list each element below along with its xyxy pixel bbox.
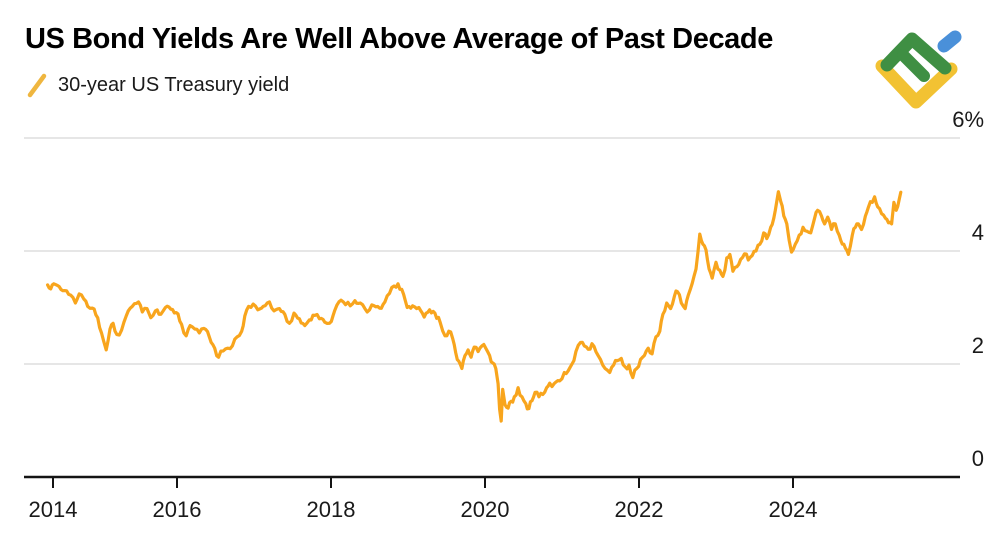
svg-text:6%: 6% bbox=[952, 107, 984, 132]
legend-line-icon bbox=[27, 73, 47, 98]
legend-label: 30-year US Treasury yield bbox=[58, 74, 290, 96]
svg-text:2018: 2018 bbox=[307, 497, 356, 522]
legend: 30-year US Treasury yield bbox=[26, 72, 289, 99]
svg-text:2014: 2014 bbox=[29, 497, 78, 522]
svg-text:0: 0 bbox=[972, 446, 984, 471]
litefinance-logo-icon bbox=[875, 30, 962, 109]
svg-text:2: 2 bbox=[972, 333, 984, 358]
chart-title: US Bond Yields Are Well Above Average of… bbox=[25, 23, 773, 55]
svg-text:2022: 2022 bbox=[615, 497, 664, 522]
svg-text:2024: 2024 bbox=[769, 497, 818, 522]
svg-text:4: 4 bbox=[972, 220, 984, 245]
svg-text:2016: 2016 bbox=[153, 497, 202, 522]
svg-text:2020: 2020 bbox=[461, 497, 510, 522]
